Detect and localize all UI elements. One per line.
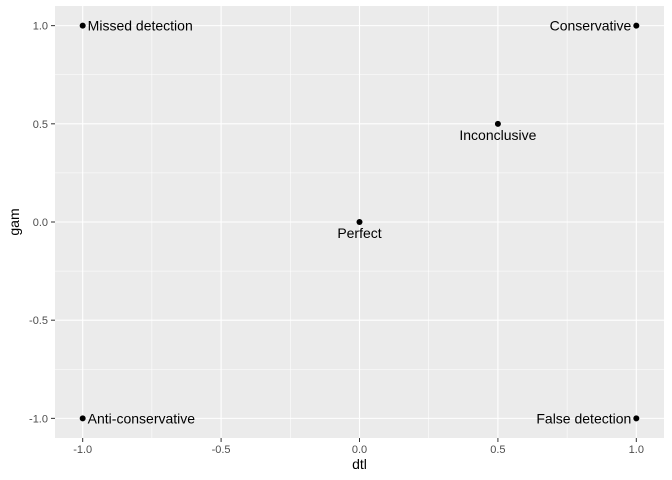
data-point xyxy=(633,415,640,422)
point-label: Anti-conservative xyxy=(88,410,196,426)
data-point xyxy=(494,120,501,127)
point-label: False detection xyxy=(536,410,631,426)
x-tick-label: 1.0 xyxy=(629,444,644,456)
y-tick-label: 1.0 xyxy=(33,21,48,33)
point-label: Conservative xyxy=(550,18,632,34)
y-axis-title: gam xyxy=(6,208,22,235)
data-point xyxy=(79,22,86,29)
x-tick-label: 0.5 xyxy=(490,444,505,456)
x-tick-label: -0.5 xyxy=(212,444,231,456)
x-tick-label: -1.0 xyxy=(73,444,92,456)
data-points xyxy=(79,22,640,422)
point-label: Inconclusive xyxy=(459,127,536,143)
y-tick-label: -0.5 xyxy=(29,315,48,327)
data-point xyxy=(633,22,640,29)
x-axis-title: dtl xyxy=(352,456,367,472)
point-label: Perfect xyxy=(337,225,381,241)
point-label: Missed detection xyxy=(88,18,193,34)
x-tick-label: 0.0 xyxy=(352,444,367,456)
point-labels: Missed detection Conservative Inconclusive… xyxy=(88,18,632,427)
y-axis: -1.0 -0.5 0.0 0.5 1.0 xyxy=(29,21,55,425)
x-axis: -1.0 -0.5 0.0 0.5 1.0 xyxy=(73,438,644,456)
y-tick-label: 0.5 xyxy=(33,119,48,131)
data-point xyxy=(356,219,363,225)
data-point xyxy=(79,415,86,422)
y-tick-label: 0.0 xyxy=(33,217,48,229)
y-tick-label: -1.0 xyxy=(29,413,48,425)
